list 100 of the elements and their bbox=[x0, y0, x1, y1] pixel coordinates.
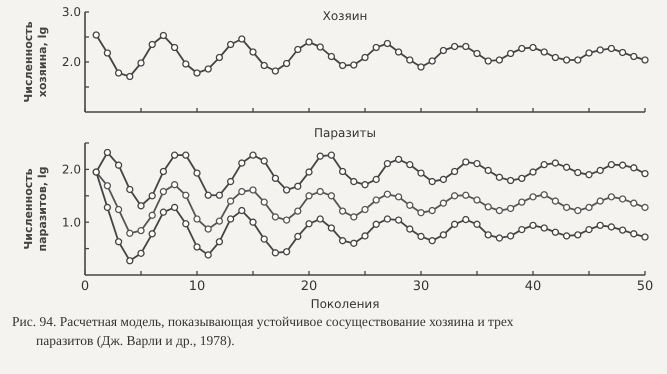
point bbox=[484, 57, 492, 65]
point bbox=[316, 188, 324, 196]
point bbox=[518, 174, 526, 182]
point bbox=[272, 67, 280, 75]
point bbox=[608, 161, 616, 168]
point bbox=[216, 217, 224, 225]
point bbox=[193, 215, 201, 223]
point bbox=[182, 220, 190, 228]
point bbox=[216, 238, 224, 246]
point bbox=[450, 168, 458, 176]
point bbox=[641, 170, 649, 178]
point bbox=[552, 228, 560, 236]
point bbox=[450, 192, 458, 200]
point bbox=[238, 159, 246, 167]
x-tick-label: 10 bbox=[188, 279, 206, 294]
point bbox=[608, 193, 616, 201]
point bbox=[462, 192, 470, 199]
point bbox=[585, 204, 593, 212]
point bbox=[529, 193, 537, 201]
point bbox=[574, 56, 582, 64]
point bbox=[294, 232, 302, 240]
point bbox=[182, 60, 190, 68]
point bbox=[226, 40, 234, 48]
point bbox=[361, 181, 369, 188]
point bbox=[350, 240, 358, 247]
point bbox=[540, 191, 548, 198]
point bbox=[226, 178, 234, 186]
point bbox=[372, 220, 380, 228]
point bbox=[394, 156, 402, 164]
y-axis-title: Численность хозяина, lg bbox=[22, 21, 49, 103]
point bbox=[406, 225, 414, 233]
point bbox=[160, 168, 168, 176]
point bbox=[92, 31, 100, 39]
chart-title: Хозяин bbox=[322, 9, 368, 23]
point bbox=[574, 168, 582, 176]
point bbox=[562, 56, 570, 64]
x-axis-title: Поколения bbox=[310, 297, 380, 311]
point bbox=[282, 186, 290, 194]
point bbox=[294, 46, 302, 54]
point bbox=[328, 151, 336, 159]
point bbox=[238, 35, 246, 43]
point bbox=[462, 42, 470, 50]
point bbox=[394, 216, 402, 224]
point bbox=[529, 222, 537, 230]
point bbox=[204, 251, 212, 259]
point bbox=[204, 65, 212, 73]
point bbox=[641, 56, 649, 64]
point bbox=[282, 216, 290, 224]
point bbox=[361, 54, 369, 62]
point bbox=[440, 231, 448, 239]
x-tick-label: 0 bbox=[80, 279, 90, 294]
point bbox=[272, 249, 280, 256]
point bbox=[585, 49, 593, 57]
point bbox=[137, 202, 145, 210]
point bbox=[428, 178, 436, 186]
point bbox=[384, 40, 392, 48]
point bbox=[484, 166, 492, 174]
point bbox=[193, 243, 201, 251]
point bbox=[126, 230, 134, 237]
point bbox=[272, 174, 280, 182]
point bbox=[372, 196, 380, 204]
point bbox=[305, 220, 313, 228]
point bbox=[282, 60, 290, 68]
point bbox=[260, 235, 268, 243]
point bbox=[462, 158, 470, 166]
point bbox=[450, 42, 458, 50]
point bbox=[170, 181, 178, 188]
point bbox=[126, 72, 134, 80]
point bbox=[641, 204, 649, 212]
point bbox=[104, 204, 112, 212]
point bbox=[193, 169, 201, 177]
point bbox=[328, 192, 336, 200]
point bbox=[518, 44, 526, 52]
point bbox=[473, 50, 481, 58]
point bbox=[316, 152, 324, 160]
point bbox=[170, 204, 178, 212]
point bbox=[552, 159, 560, 167]
point bbox=[148, 40, 156, 48]
point bbox=[114, 238, 122, 246]
point bbox=[585, 171, 593, 178]
point bbox=[272, 213, 280, 221]
point bbox=[506, 50, 514, 58]
point bbox=[608, 223, 616, 231]
y-tick-label: 2.0 bbox=[62, 55, 81, 70]
point bbox=[338, 168, 346, 176]
x-tick-label: 20 bbox=[300, 279, 318, 294]
point bbox=[417, 209, 425, 216]
point bbox=[506, 204, 514, 212]
text: Рис. 94. Расчетная модель, показывающая устойчивое сосуществование хозяина и трех паразитов (Дж. Варли и др., 1978). bbox=[12, 314, 514, 348]
point bbox=[473, 196, 481, 204]
point bbox=[518, 198, 526, 206]
point bbox=[630, 200, 638, 207]
point bbox=[160, 188, 168, 196]
point bbox=[148, 230, 156, 238]
point bbox=[114, 69, 122, 77]
point bbox=[114, 162, 122, 169]
point bbox=[372, 176, 380, 184]
x-tick-label: 50 bbox=[636, 279, 654, 294]
point bbox=[328, 52, 336, 60]
point bbox=[338, 237, 346, 244]
